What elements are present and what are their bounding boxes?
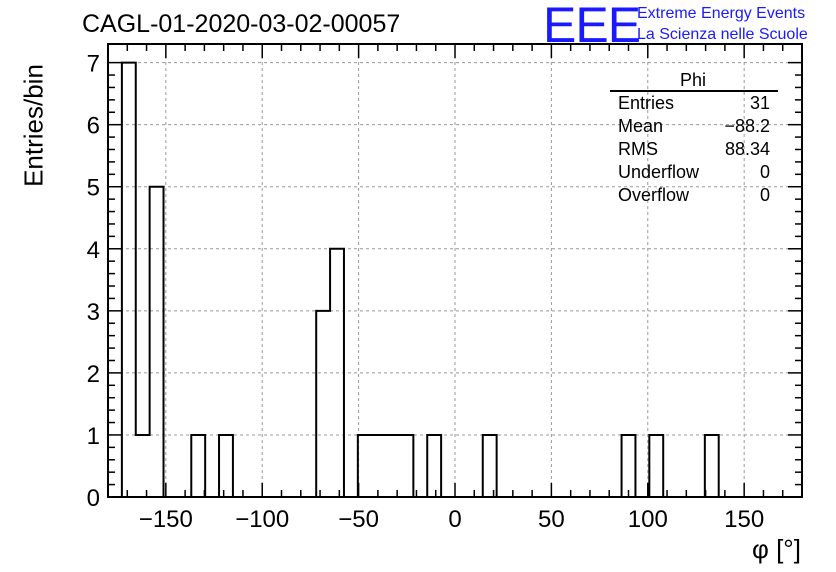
stat-overflow-label: Overflow bbox=[618, 185, 690, 205]
histogram-bin bbox=[191, 435, 205, 497]
histogram-bin bbox=[122, 63, 136, 497]
stat-mean-value: −88.2 bbox=[724, 116, 770, 136]
stat-rms-label: RMS bbox=[618, 139, 658, 159]
histogram-bin bbox=[483, 435, 497, 497]
y-tick-label: 4 bbox=[87, 237, 100, 264]
x-tick-label: 0 bbox=[448, 506, 461, 533]
histogram-bin bbox=[399, 435, 413, 497]
x-tick-label: 50 bbox=[538, 506, 565, 533]
stat-underflow-label: Underflow bbox=[618, 162, 700, 182]
y-tick-label: 3 bbox=[87, 299, 100, 326]
histogram-bin bbox=[427, 435, 441, 497]
histogram-bin bbox=[358, 435, 372, 497]
y-tick-label: 2 bbox=[87, 361, 100, 388]
histogram-bin bbox=[150, 187, 164, 497]
histogram-bin bbox=[649, 435, 663, 497]
x-tick-label: −100 bbox=[235, 506, 289, 533]
logo-line-1: Extreme Energy Events bbox=[637, 5, 806, 22]
x-tick-label: 150 bbox=[724, 506, 764, 533]
histogram-bin bbox=[136, 435, 150, 497]
y-tick-label: 6 bbox=[87, 113, 100, 140]
y-tick-label: 5 bbox=[87, 175, 100, 202]
eee-logo: EEE bbox=[543, 0, 641, 53]
histogram-bin bbox=[316, 311, 330, 497]
logo-line-2: La Scienza nelle Scuole bbox=[637, 26, 808, 43]
stat-underflow-value: 0 bbox=[759, 162, 770, 182]
stats-title: Phi bbox=[680, 70, 707, 90]
chart-title: CAGL-01-2020-03-02-00057 bbox=[82, 10, 401, 38]
x-tick-label: −150 bbox=[139, 506, 193, 533]
histogram-bin bbox=[372, 435, 386, 497]
y-axis-label: Entries/bin bbox=[18, 64, 49, 187]
histogram-outline bbox=[120, 61, 720, 497]
stat-overflow-value: 0 bbox=[759, 185, 770, 205]
stat-entries-label: Entries bbox=[618, 93, 675, 113]
histogram-bin bbox=[219, 435, 233, 497]
x-tick-label: 100 bbox=[628, 506, 668, 533]
x-axis-label: φ [°] bbox=[752, 534, 801, 564]
stat-entries-value: 31 bbox=[749, 93, 770, 113]
histogram-bin bbox=[622, 435, 636, 497]
y-tick-label: 0 bbox=[87, 485, 100, 512]
histogram-bin bbox=[705, 435, 719, 497]
stat-rms-value: 88.34 bbox=[724, 139, 770, 159]
y-tick-label: 7 bbox=[87, 51, 100, 78]
stat-mean-label: Mean bbox=[618, 116, 664, 136]
y-tick-label: 1 bbox=[87, 423, 100, 450]
x-tick-label: −50 bbox=[338, 506, 379, 533]
histogram-bin bbox=[386, 435, 400, 497]
